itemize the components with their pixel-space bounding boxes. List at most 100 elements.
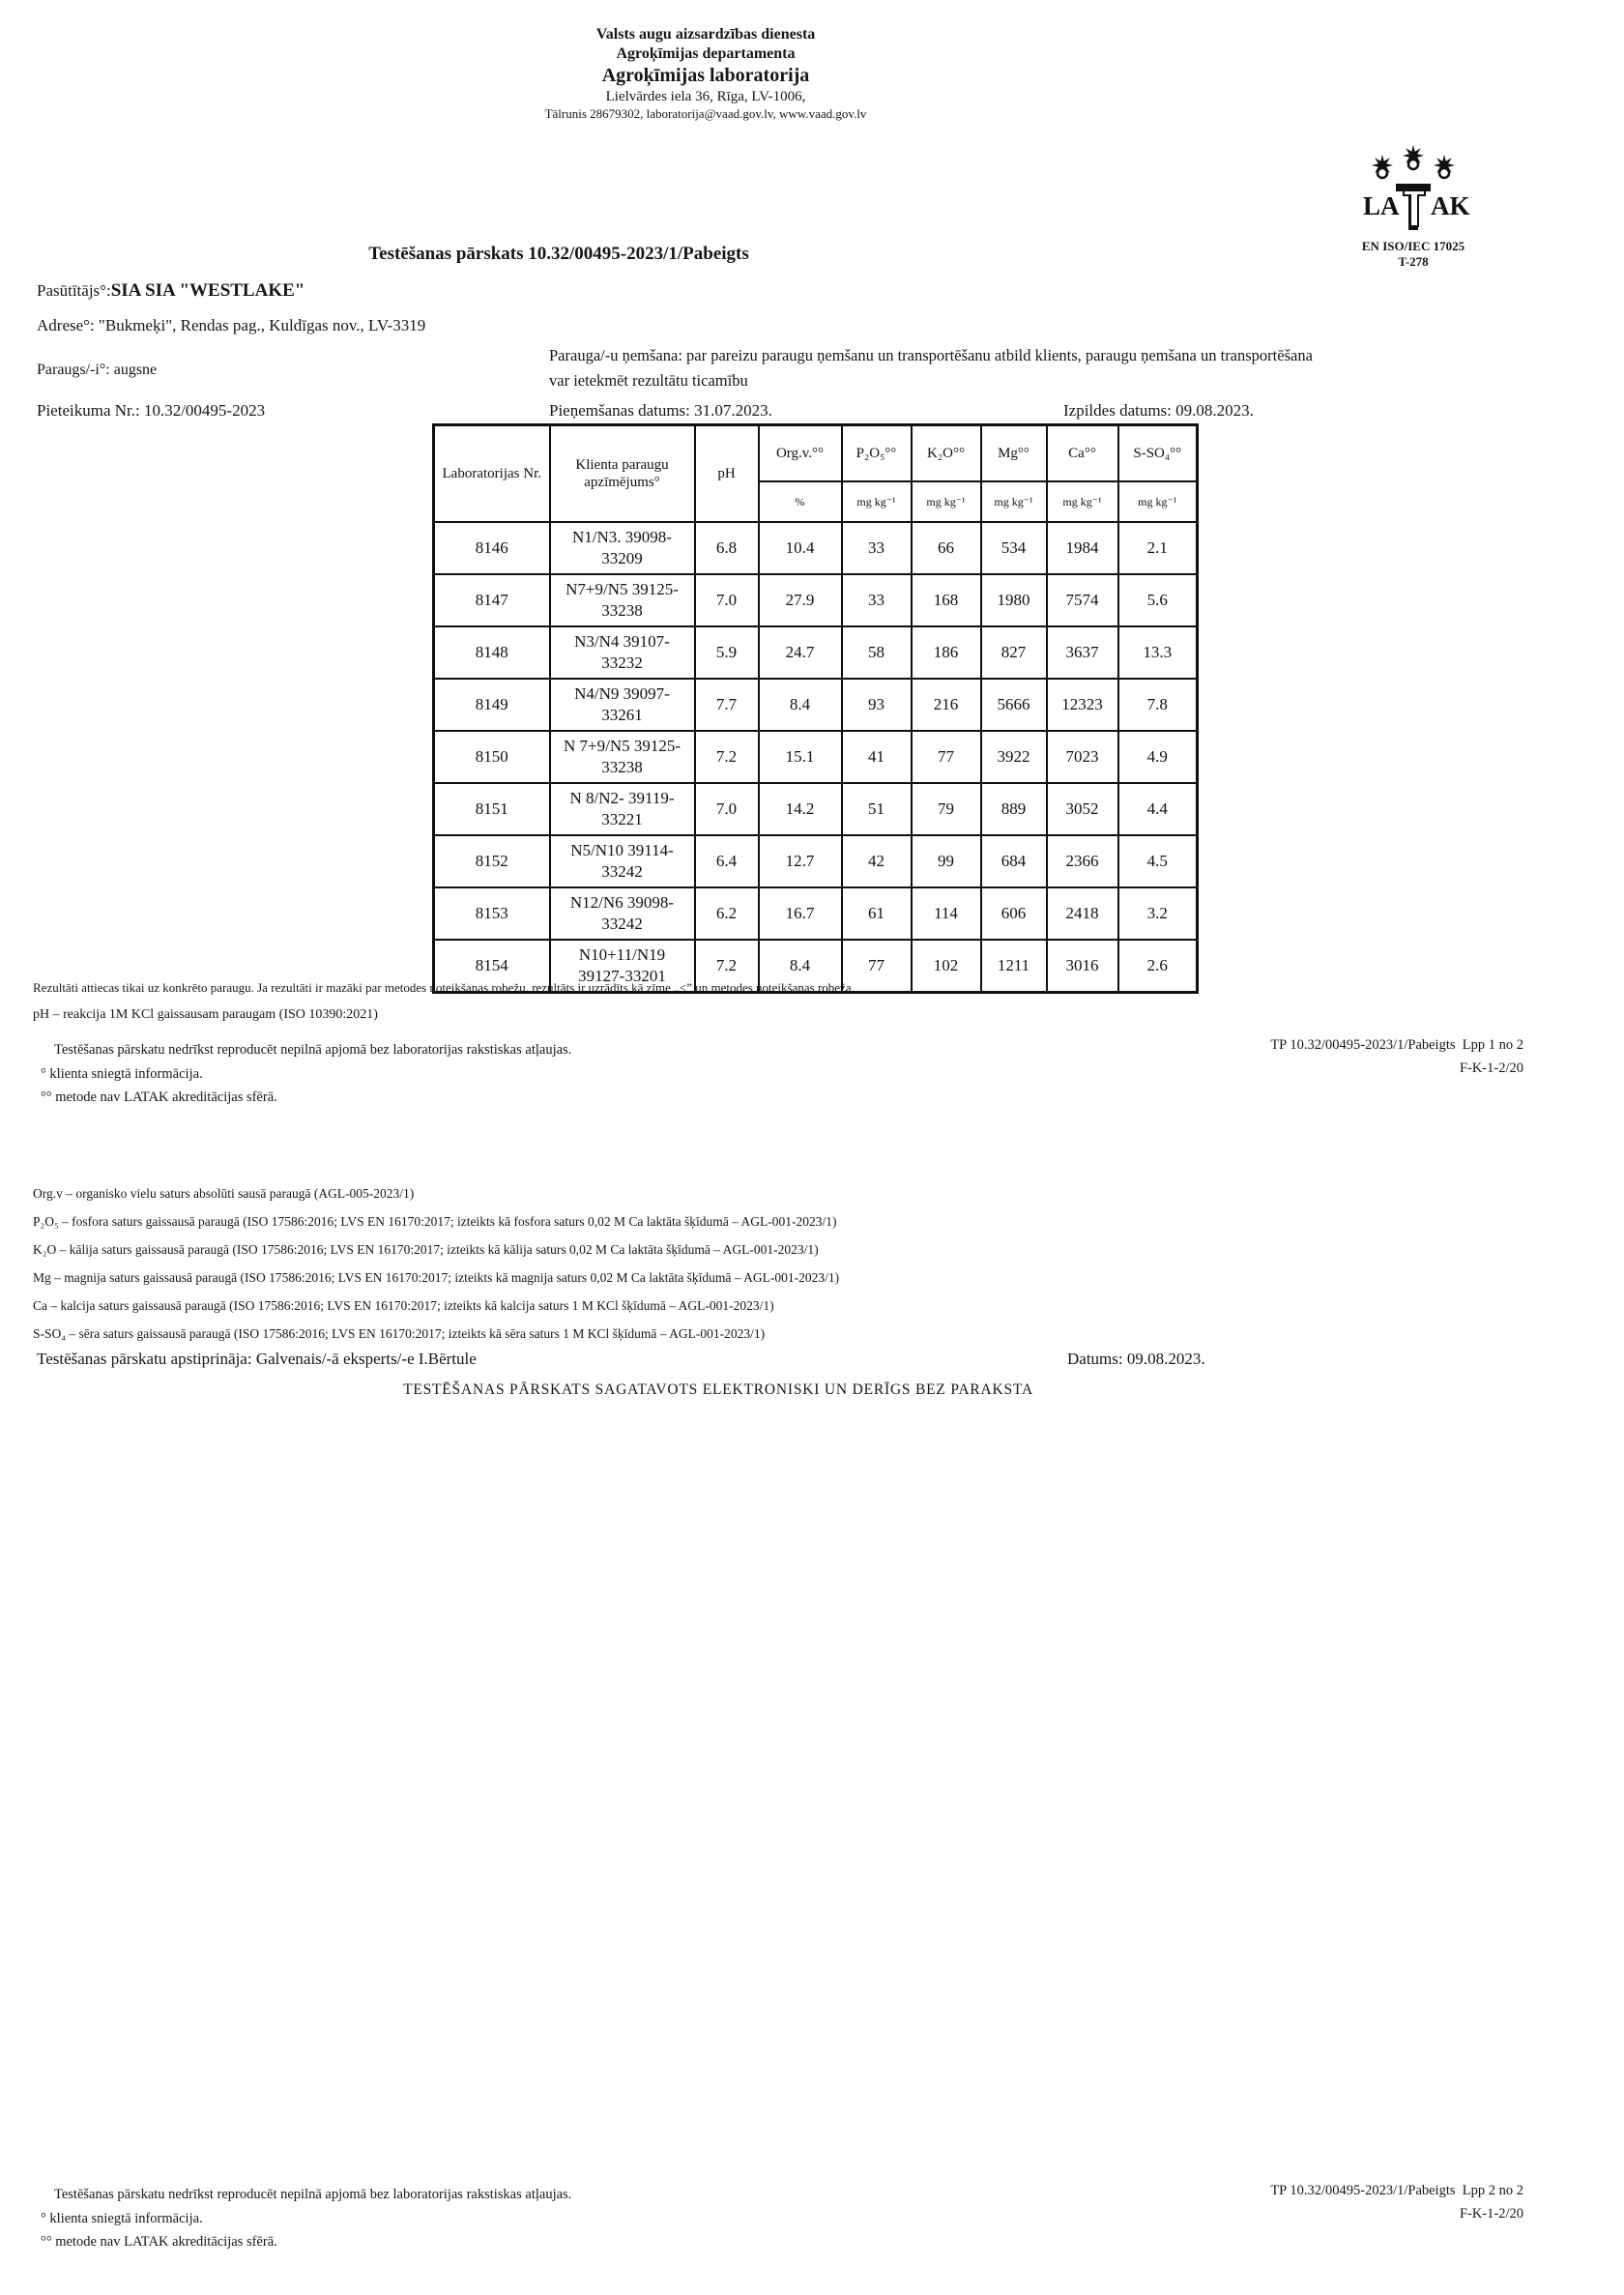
client-address: "Bukmeķi", Rendas pag., Kuldīgas nov., L…	[98, 316, 426, 334]
org-department-line: Agroķīmijas departamenta	[616, 45, 796, 62]
form-code: F-K-1-2/20	[1459, 2206, 1523, 2222]
reproduction-note: Testēšanas pārskatu nedrīkst reproducēt …	[54, 1042, 572, 1058]
latak-logo-text-right: AK	[1431, 191, 1470, 220]
mg-cell: 827	[979, 625, 1048, 680]
client-info-note: ° klienta sniegtā informācija.	[41, 2211, 203, 2226]
sample-id-cell: N12/N6 39098-33242	[548, 886, 696, 941]
unit-ca: mg kg⁻¹	[1045, 480, 1119, 523]
sample-type-row: Paraugs/-i°: augsne	[37, 362, 157, 379]
sso4-cell: 3.2	[1116, 886, 1199, 941]
mg-cell: 1980	[979, 573, 1048, 627]
orgv-cell: 24.7	[757, 625, 843, 680]
col-header-p2o5: P₂O₅°°	[840, 423, 913, 482]
reproduction-note: Testēšanas pārskatu nedrīkst reproducēt …	[54, 2187, 572, 2202]
k2o-cell: 66	[910, 521, 982, 575]
orgv-cell: 10.4	[757, 521, 843, 575]
mg-cell: 3922	[979, 730, 1048, 784]
accreditation-standard: EN ISO/IEC 17025	[1361, 239, 1465, 253]
sample-id-cell: N5/N10 39114-33242	[548, 834, 696, 888]
lab-nr-cell: 8146	[432, 521, 551, 575]
lab-nr-cell: 8147	[432, 573, 551, 627]
sampling-note-label: Parauga/-u ņemšana:	[549, 346, 682, 364]
org-laboratory-line: Agroķīmijas laboratorija	[601, 65, 810, 86]
unit-mg: mg kg⁻¹	[979, 480, 1048, 523]
mg-cell: 1211	[979, 939, 1048, 994]
orgv-cell: 14.2	[757, 782, 843, 836]
orgv-cell: 12.7	[757, 834, 843, 888]
k2o-cell: 114	[910, 886, 982, 941]
sso4-cell: 7.8	[1116, 678, 1199, 732]
ph-method-note: pH – reakcija 1M KCl gaissausam paraugam…	[33, 1007, 378, 1022]
form-code: F-K-1-2/20	[1459, 1060, 1523, 1076]
sample-id-cell: N1/N3. 39098-33209	[548, 521, 696, 575]
method-note-orgv: Org.v – organisko vielu saturs absolūti …	[33, 1186, 415, 1201]
orgv-cell: 15.1	[757, 730, 843, 784]
sso4-cell: 4.9	[1116, 730, 1199, 784]
k2o-cell: 186	[910, 625, 982, 680]
k2o-cell: 99	[910, 834, 982, 888]
results-scope-note: Rezultāti attiecas tikai uz konkrēto par…	[33, 980, 855, 995]
lab-nr-cell: 8148	[432, 625, 551, 680]
unit-orgv: %	[757, 480, 843, 523]
p2o5-cell: 42	[840, 834, 913, 888]
tp-reference-page1: TP 10.32/00495-2023/1/Pabeigts Lpp 1 no …	[1270, 1037, 1523, 1053]
ph-cell: 5.9	[693, 625, 760, 680]
method-note-mg: Mg – magnija saturs gaissausā paraugā (I…	[33, 1270, 840, 1285]
client-info-note: ° klienta sniegtā informācija.	[41, 1066, 203, 1082]
application-no-row: Pieteikuma Nr.: 10.32/00495-2023	[37, 401, 266, 420]
mg-cell: 684	[979, 834, 1048, 888]
results-table: Laboratorijas Nr. Klienta paraugu apzīmē…	[432, 423, 1199, 994]
p2o5-cell: 41	[840, 730, 913, 784]
table-row: 8151 N 8/N2- 39119-33221 7.0 14.2 51 79 …	[432, 782, 1199, 836]
ca-cell: 3052	[1045, 782, 1119, 836]
completed-date-row: Izpildes datums: 09.08.2023.	[1063, 401, 1254, 420]
mg-cell: 606	[979, 886, 1048, 941]
col-header-lab-nr: Laboratorijas Nr.	[432, 423, 551, 523]
orgv-cell: 8.4	[757, 678, 843, 732]
col-header-sample-id: Klienta paraugu apzīmējums°	[548, 423, 696, 523]
ph-cell: 7.0	[693, 782, 760, 836]
col-header-ph: pH	[693, 423, 760, 523]
mg-cell: 5666	[979, 678, 1048, 732]
ph-cell: 7.0	[693, 573, 760, 627]
client-name: SIA SIA "WESTLAKE"	[110, 280, 305, 301]
k2o-cell: 77	[910, 730, 982, 784]
method-note-k2o: K₂O – kālija saturs gaissausā paraugā (I…	[33, 1242, 819, 1257]
sample-id-cell: N 7+9/N5 39125-33238	[548, 730, 696, 784]
p2o5-cell: 33	[840, 521, 913, 575]
latak-scope-note: °° metode nav LATAK akreditācijas sfērā.	[41, 1089, 277, 1105]
lab-nr-cell: 8153	[432, 886, 551, 941]
latak-logo-icon: LA AK	[1363, 145, 1470, 230]
sso4-cell: 13.3	[1116, 625, 1199, 680]
p2o5-cell: 77	[840, 939, 913, 994]
ca-cell: 7574	[1045, 573, 1119, 627]
table-row: 8148 N3/N4 39107-33232 5.9 24.7 58 186 8…	[432, 625, 1199, 680]
table-row: 8149 N4/N9 39097-33261 7.7 8.4 93 216 56…	[432, 678, 1199, 732]
ca-cell: 1984	[1045, 521, 1119, 575]
table-row: 8150 N 7+9/N5 39125-33238 7.2 15.1 41 77…	[432, 730, 1199, 784]
col-header-orgv: Org.v.°°	[757, 423, 843, 482]
k2o-cell: 216	[910, 678, 982, 732]
table-row: 8153 N12/N6 39098-33242 6.2 16.7 61 114 …	[432, 886, 1199, 941]
accreditation-badge: LA AK EN ISO/IEC 17025 T-278	[1332, 143, 1494, 270]
client-address-label: Adrese°:	[37, 316, 95, 334]
sampling-note-text: par pareizu paraugu ņemšanu un transport…	[549, 346, 1313, 390]
table-row: 8152 N5/N10 39114-33242 6.4 12.7 42 99 6…	[432, 834, 1199, 888]
k2o-cell: 102	[910, 939, 982, 994]
org-address-line: Lielvārdes iela 36, Rīga, LV-1006,	[605, 89, 806, 104]
unit-p2o5: mg kg⁻¹	[840, 480, 913, 523]
ca-cell: 3016	[1045, 939, 1119, 994]
latak-scope-note: °° metode nav LATAK akreditācijas sfērā.	[41, 2234, 277, 2250]
ph-cell: 6.8	[693, 521, 760, 575]
mg-cell: 889	[979, 782, 1048, 836]
p2o5-cell: 51	[840, 782, 913, 836]
ph-cell: 6.4	[693, 834, 760, 888]
sso4-cell: 4.4	[1116, 782, 1199, 836]
sso4-cell: 2.6	[1116, 939, 1199, 994]
lab-nr-cell: 8149	[432, 678, 551, 732]
client-label: Pasūtītājs°:	[37, 281, 111, 300]
unit-sso4: mg kg⁻¹	[1116, 480, 1199, 523]
sso4-cell: 5.6	[1116, 573, 1199, 627]
col-header-k2o: K₂O°°	[910, 423, 982, 482]
p2o5-cell: 58	[840, 625, 913, 680]
